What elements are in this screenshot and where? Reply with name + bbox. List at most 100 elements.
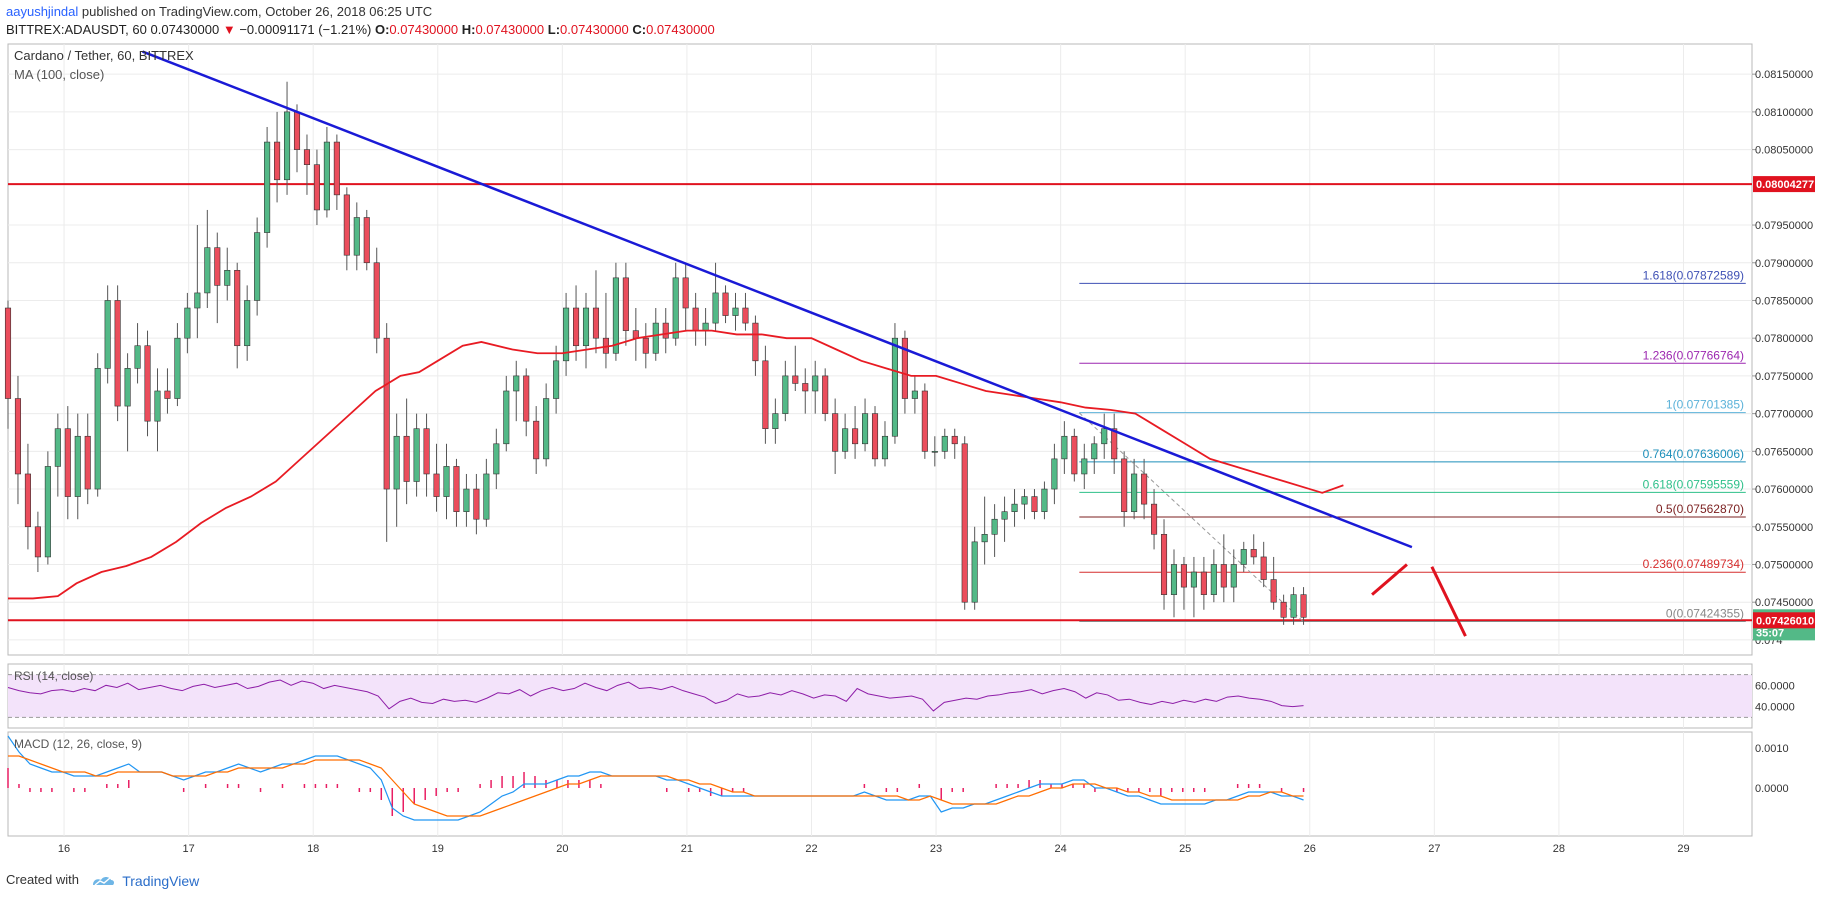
x-tick-label: 28: [1553, 843, 1565, 855]
y-tick-label: 0.07950000: [1755, 220, 1813, 232]
fib-level-label: 1.236(0.07766764): [1643, 348, 1744, 362]
candle-body: [642, 337, 649, 354]
footer: Created with TradingView: [6, 872, 199, 889]
candle-body: [523, 375, 530, 422]
fib-level-label: 0.764(0.07636006): [1643, 447, 1744, 461]
candle-body: [832, 413, 839, 452]
candle: [842, 413, 849, 459]
candle: [74, 413, 81, 520]
tradingview-brand[interactable]: TradingView: [122, 872, 200, 889]
candle-body: [881, 435, 889, 460]
candle-body: [274, 141, 281, 181]
candle: [473, 473, 480, 535]
candle: [463, 473, 470, 527]
candle-body: [1041, 488, 1048, 512]
candle-body: [433, 473, 440, 497]
candle-body: [891, 337, 898, 437]
candle: [254, 217, 261, 316]
candle: [313, 149, 320, 226]
candle: [881, 421, 889, 467]
candle: [971, 526, 978, 610]
candle-body: [622, 277, 629, 331]
candle-body: [184, 307, 191, 339]
candle: [1240, 541, 1247, 573]
candle-body: [612, 277, 619, 354]
ma100-line: [8, 329, 1344, 600]
candle-body: [961, 443, 968, 603]
candle: [1220, 534, 1227, 603]
publish-info: aayushjindal published on TradingView.co…: [6, 4, 432, 19]
candle: [533, 406, 540, 474]
down-arrow-icon: ▼: [222, 22, 236, 37]
candle: [343, 187, 350, 271]
candle-body: [1230, 564, 1237, 588]
candle: [194, 225, 201, 339]
candle-body: [84, 435, 91, 490]
candle: [1230, 549, 1237, 603]
candle: [433, 443, 440, 512]
candle: [931, 436, 938, 467]
candle-body: [782, 375, 789, 414]
candle-body: [1200, 571, 1207, 595]
candle-body: [852, 428, 859, 445]
x-tick-label: 21: [681, 843, 693, 855]
candle: [981, 496, 988, 565]
candle: [1300, 587, 1307, 625]
candle: [174, 323, 181, 407]
candle-body: [812, 375, 819, 392]
rsi-tick-label: 60.0000: [1755, 680, 1795, 692]
x-tick-label: 29: [1677, 843, 1689, 855]
chart-title: Cardano / Tether, 60, BITTREX: [14, 48, 194, 63]
candle-body: [293, 111, 301, 150]
candle-body: [722, 292, 729, 316]
candle: [164, 368, 171, 414]
candle: [1121, 451, 1128, 527]
candle: [443, 443, 450, 520]
candle-body: [901, 337, 908, 399]
candle-body: [762, 360, 769, 430]
candle: [812, 360, 819, 414]
x-tick-label: 23: [930, 843, 942, 855]
candle: [652, 308, 659, 361]
candle: [592, 270, 600, 354]
y-tick-label: 0.07700000: [1755, 409, 1813, 421]
candle: [1170, 549, 1178, 618]
candle-body: [1220, 564, 1227, 588]
candle: [333, 134, 340, 210]
fib-level-label: 0(0.07424355): [1666, 607, 1744, 621]
y-tick-label: 0.07650000: [1755, 446, 1813, 458]
candle: [224, 247, 231, 301]
candle-body: [343, 194, 350, 256]
candle-body: [1240, 549, 1247, 565]
candle-body: [94, 368, 101, 490]
candle-body: [383, 337, 390, 490]
candle: [124, 353, 131, 452]
candle: [14, 375, 22, 505]
candle-body: [34, 526, 41, 558]
candle-body: [712, 292, 719, 324]
price-chart[interactable]: 16 17 18 19 20 21 22 23 24 25 26 27 28 29 0.08150000 0.…: [0, 0, 1828, 870]
candle: [24, 443, 31, 550]
candle: [523, 368, 530, 437]
candle: [373, 247, 380, 354]
rsi-legend: RSI (14, close): [14, 669, 93, 683]
candle-body: [1270, 579, 1277, 603]
candle-body: [1121, 458, 1128, 512]
candle: [1141, 458, 1148, 520]
x-tick-label: 25: [1179, 843, 1191, 855]
candle: [662, 308, 669, 354]
candle-body: [1061, 435, 1068, 460]
author-link[interactable]: aayushjindal: [6, 4, 79, 19]
candle: [732, 292, 739, 331]
candle: [4, 300, 12, 429]
fib-level-label: 1(0.07701385): [1666, 398, 1744, 412]
x-tick-label: 26: [1304, 843, 1316, 855]
candle: [742, 292, 749, 331]
candle: [1001, 496, 1008, 542]
y-tick-label: 0.07900000: [1755, 258, 1813, 270]
candle: [961, 436, 968, 610]
candle-body: [652, 322, 659, 354]
candle: [762, 345, 769, 444]
candle: [802, 368, 809, 414]
candle: [84, 413, 91, 505]
